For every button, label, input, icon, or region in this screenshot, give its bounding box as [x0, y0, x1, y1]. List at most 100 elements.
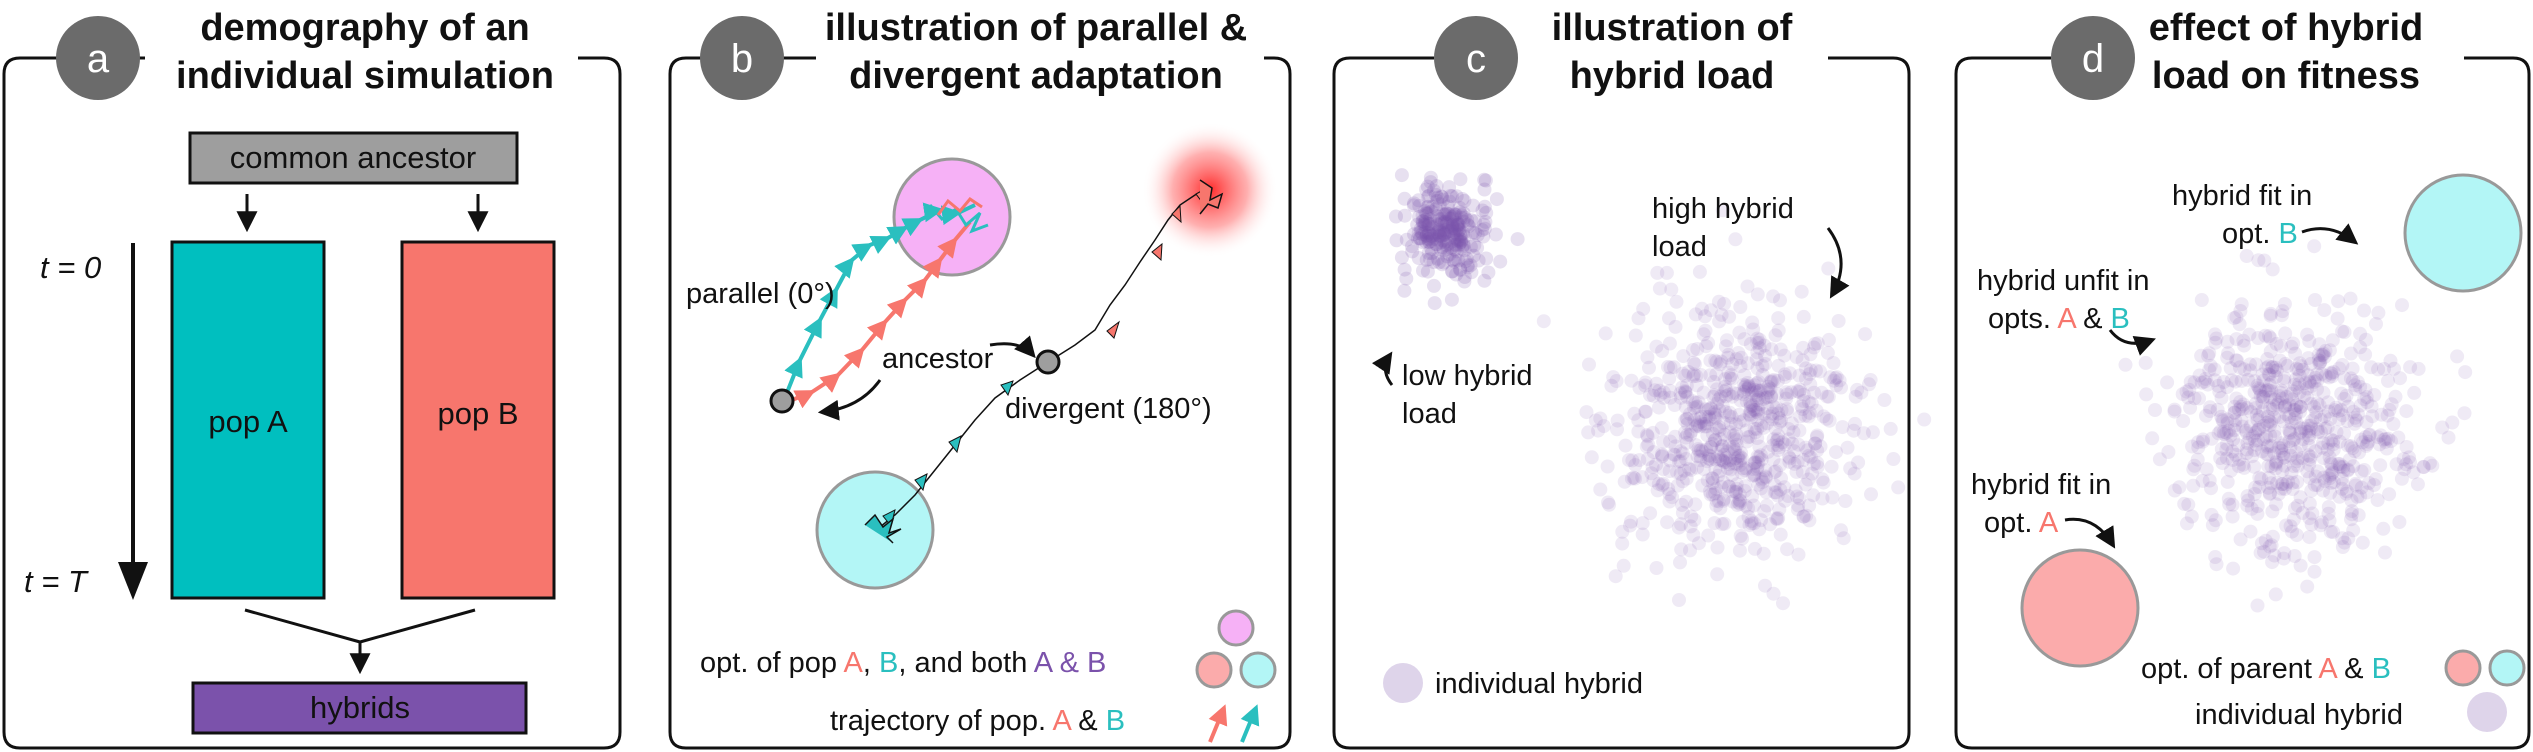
hybrid-point [2458, 365, 2473, 380]
hybrid-point [1831, 314, 1846, 328]
hybrid-point [1716, 415, 1731, 430]
hybrid-point [2198, 371, 2213, 386]
hybrid-point [1709, 382, 1724, 397]
hybrid-point [1452, 232, 1467, 247]
hybrid-point [1711, 468, 1726, 483]
hybrid-point [2219, 451, 2234, 466]
hybrid-point [1670, 465, 1684, 480]
hybrid-point [1703, 353, 1718, 368]
hybrid-point [1639, 439, 1654, 454]
hybrid-point [1397, 283, 1412, 298]
hybrid-point [2274, 436, 2289, 451]
hybrid-point [2247, 433, 2262, 448]
hybrid-point [2325, 369, 2340, 384]
hybrid-point [2266, 402, 2280, 417]
hybrid-point [1662, 494, 1677, 509]
hybrid-point [1510, 232, 1525, 247]
hybrid-point [2277, 370, 2292, 385]
hybrid-point [2277, 450, 2292, 465]
hybrid-point [1775, 435, 1790, 450]
hybrid-point [1714, 307, 1729, 322]
hybrid-point [1673, 555, 1687, 570]
hybrid-point [1697, 416, 1712, 431]
hybrid-point [1780, 404, 1795, 419]
hybrid-point [1864, 487, 1878, 502]
hybrid-point [1431, 217, 1445, 232]
hybrid-point [2351, 407, 2365, 422]
hybrid-point [1655, 478, 1670, 493]
hybrid-point [1479, 205, 1494, 220]
hybrid-point [2327, 403, 2342, 418]
hybrid-point [1454, 208, 1469, 223]
hybrid-point [2335, 531, 2350, 546]
hybrid-point [1420, 225, 1435, 240]
hybrid-point [2241, 493, 2256, 508]
legend-opt-parent-B [2488, 649, 2526, 687]
hybrid-point [2220, 350, 2235, 365]
hybrid-point [2311, 425, 2326, 439]
hybrid-point [1454, 234, 1469, 249]
panel-c: low hybrid load high hybrid load individ… [1371, 168, 1932, 703]
hybrid-point [1705, 436, 1720, 451]
hybrid-point [1451, 253, 1466, 268]
hybrid-point [1754, 418, 1769, 433]
hybrid-point [2362, 427, 2377, 442]
hybrid-point [1421, 246, 1436, 260]
hybrid-point [2326, 365, 2341, 379]
hybrid-point [2250, 423, 2265, 438]
hybrid-point [1703, 401, 1718, 416]
hybrid-point [2376, 521, 2391, 536]
hybrid-point [1581, 425, 1596, 440]
hybrid-point [1784, 385, 1799, 400]
hybrid-point [1806, 340, 1821, 355]
hybrid-point [1702, 484, 1717, 499]
hybrid-point [2341, 531, 2356, 546]
hybrid-point [2263, 418, 2277, 433]
hybrid-point [1652, 281, 1667, 296]
opt-both-circle [892, 157, 1012, 277]
hybrid-point [2211, 426, 2226, 441]
hybrid-point [1430, 190, 1445, 205]
hybrid-fit-B-pointer [2301, 223, 2359, 245]
hybrid-point [1676, 349, 1691, 364]
hybrid-point [1649, 457, 1663, 472]
hybrid-point [1451, 217, 1466, 232]
hybrid-point [1755, 368, 1770, 382]
hybrid-point [2323, 455, 2338, 470]
hybrid-point [2118, 357, 2133, 372]
hybrid-point [1632, 380, 1647, 395]
hybrid-point [1731, 495, 1746, 510]
hybrid-point [2287, 549, 2302, 563]
hybrid-point [1743, 408, 1758, 423]
panel-d-legend-line1: opt. of parent A & B [2141, 653, 2391, 685]
hybrid-point [1802, 513, 1817, 528]
hybrid-point [2249, 357, 2263, 372]
hybrid-point [2310, 396, 2325, 411]
hybrid-point [1779, 385, 1794, 400]
hybrid-point [2346, 523, 2361, 538]
hybrid-point [2247, 443, 2262, 458]
hybrid-point [1471, 253, 1486, 268]
hybrid-point [1757, 504, 1772, 519]
low-load-label-line1: low hybrid [1402, 360, 1533, 392]
hybrid-point [1458, 254, 1473, 269]
hybrid-point [1638, 378, 1653, 393]
hybrid-point [1713, 432, 1728, 446]
hybrid-point [2353, 326, 2368, 341]
hybrid-point [2167, 404, 2182, 419]
hybrid-point [2334, 386, 2349, 401]
hybrid-point [2399, 440, 2414, 454]
hybrid-point [1877, 393, 1892, 407]
hybrid-point [1453, 235, 1468, 250]
hybrid-point [2325, 333, 2340, 348]
hybrid-point [1456, 206, 1471, 221]
common-ancestor-label: common ancestor [230, 140, 476, 175]
hybrid-point [2261, 470, 2276, 485]
hybrid-point [2227, 405, 2242, 420]
hybrid-point [1765, 412, 1780, 427]
hybrid-point [2227, 399, 2242, 414]
hybrid-point [1415, 208, 1430, 223]
hybrid-point [2203, 404, 2217, 418]
hybrid-point [2275, 391, 2290, 406]
hybrid-point [1802, 498, 1817, 513]
